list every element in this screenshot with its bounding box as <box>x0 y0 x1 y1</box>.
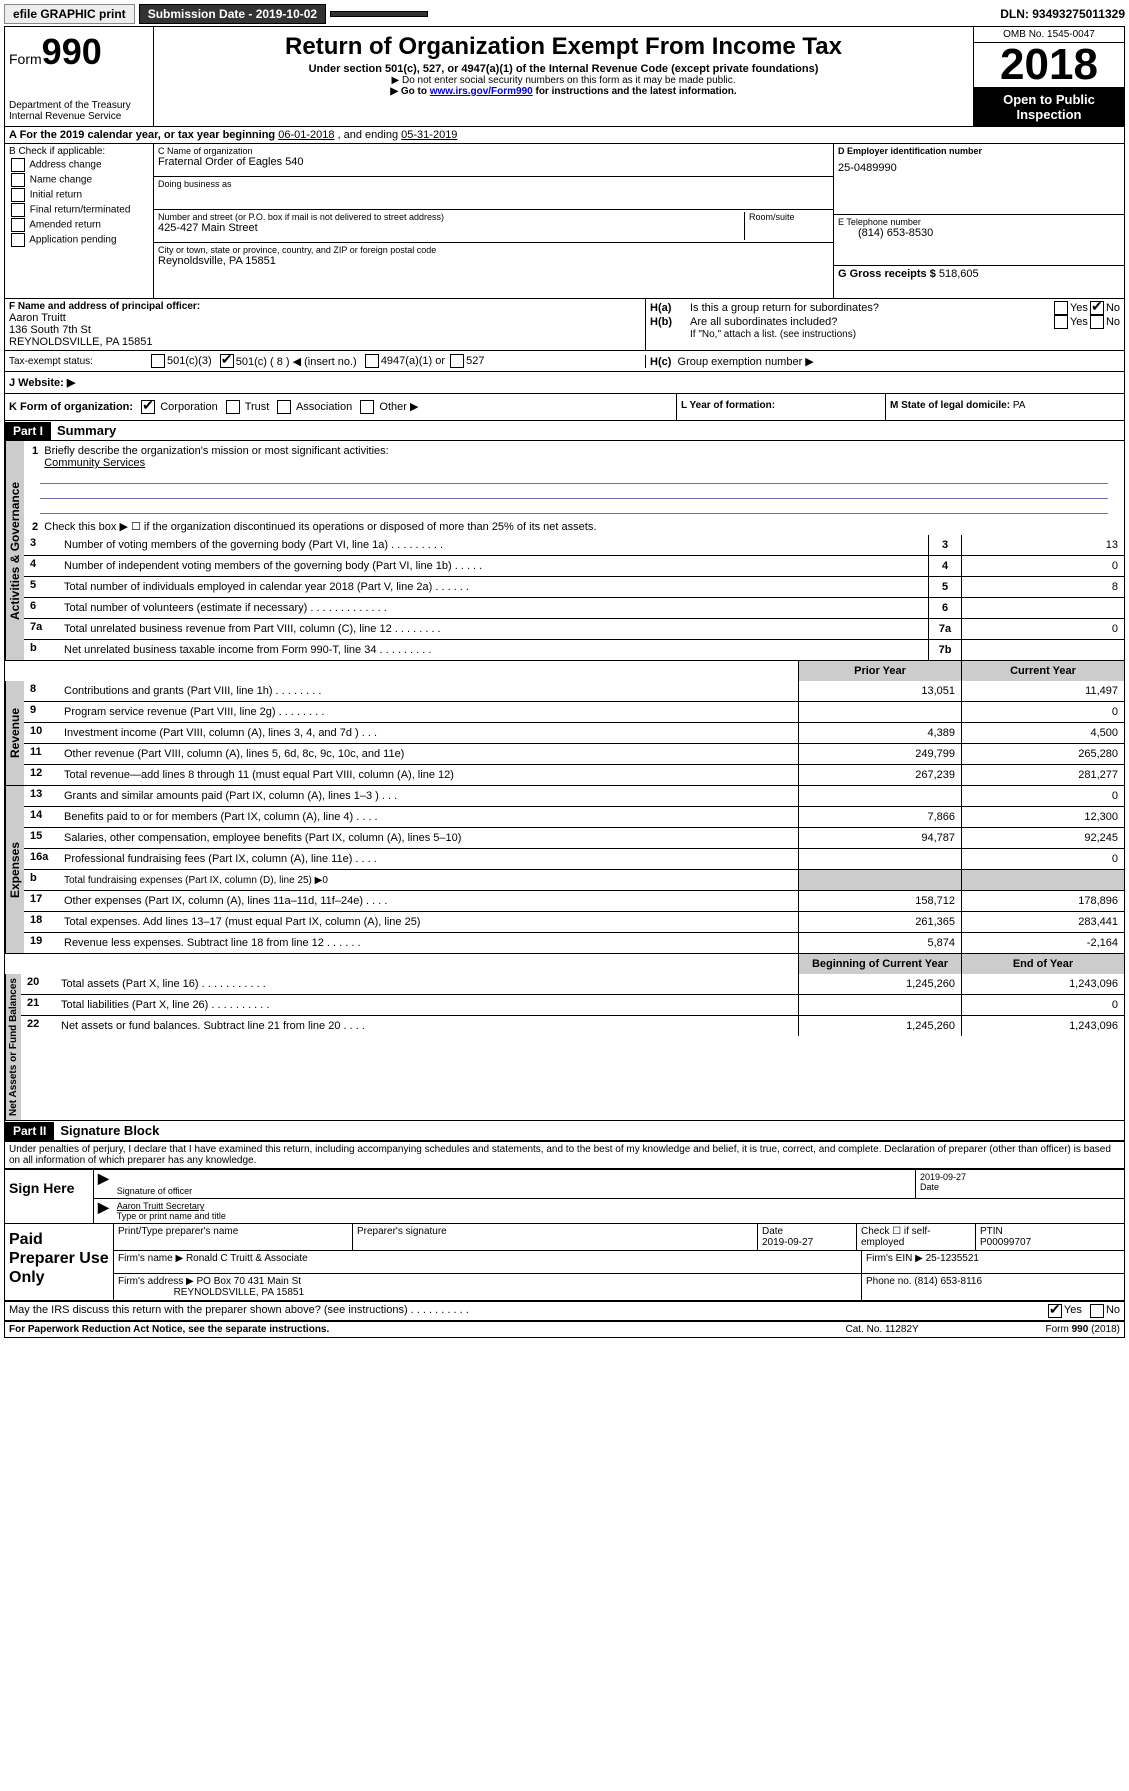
perjury-statement: Under penalties of perjury, I declare th… <box>5 1141 1124 1168</box>
line-7a: 7a Total unrelated business revenue from… <box>24 618 1124 639</box>
officer-print-name: Aaron Truitt Secretary <box>117 1201 1120 1211</box>
section-fh: F Name and address of principal officer:… <box>5 299 1124 351</box>
form-title: Return of Organization Exempt From Incom… <box>158 33 969 61</box>
org-address: 425-427 Main Street <box>158 222 740 234</box>
form-header: Form990 Department of the Treasury Inter… <box>5 27 1124 127</box>
box-f: F Name and address of principal officer:… <box>5 299 646 350</box>
sign-here-section: Sign Here ▶ Signature of officer 2019-09… <box>5 1168 1124 1224</box>
chk-initial-return[interactable]: Initial return <box>9 188 149 202</box>
dln-label: DLN: 93493275011329 <box>1000 7 1125 21</box>
section-bcd: B Check if applicable: Address change Na… <box>5 144 1124 299</box>
form-container: Form990 Department of the Treasury Inter… <box>4 26 1125 1338</box>
line-19: 19 Revenue less expenses. Subtract line … <box>24 932 1124 953</box>
line-21: 21 Total liabilities (Part X, line 26) .… <box>21 994 1124 1015</box>
line-b: b Net unrelated business taxable income … <box>24 639 1124 660</box>
website-row: J Website: ▶ <box>5 372 1124 394</box>
org-city: Reynoldsville, PA 15851 <box>158 255 829 267</box>
firm-phone: (814) 653-8116 <box>914 1276 982 1287</box>
efile-button[interactable]: efile GRAPHIC print <box>4 4 135 24</box>
open-public-badge: Open to Public Inspection <box>974 87 1124 126</box>
line-4: 4 Number of independent voting members o… <box>24 555 1124 576</box>
officer-addr1: 136 South 7th St <box>9 324 641 336</box>
chk-amended[interactable]: Amended return <box>9 218 149 232</box>
line-9: 9 Program service revenue (Part VIII, li… <box>24 701 1124 722</box>
box-d: D Employer identification number 25-0489… <box>834 144 1124 298</box>
ein-value: 25-0489990 <box>838 156 1120 174</box>
row-a-tax-year: A For the 2019 calendar year, or tax yea… <box>5 127 1124 144</box>
line-5: 5 Total number of individuals employed i… <box>24 576 1124 597</box>
chk-address-change[interactable]: Address change <box>9 158 149 172</box>
form-footer-label: Form 990 (2018) <box>1046 1324 1120 1335</box>
org-name: Fraternal Order of Eagles 540 <box>158 156 829 168</box>
part1-header: Part I Summary <box>5 421 1124 441</box>
line-22: 22 Net assets or fund balances. Subtract… <box>21 1015 1124 1036</box>
form-number: Form990 <box>9 31 149 73</box>
irs-link[interactable]: www.irs.gov/Form990 <box>430 86 533 97</box>
footer: For Paperwork Reduction Act Notice, see … <box>5 1322 1124 1337</box>
gross-receipts: 518,605 <box>939 268 979 280</box>
mission-text: Community Services <box>44 457 145 469</box>
line-12: 12 Total revenue—add lines 8 through 11 … <box>24 764 1124 785</box>
sig-date-value: 2019-09-27 <box>920 1172 1120 1182</box>
line-20: 20 Total assets (Part X, line 16) . . . … <box>21 974 1124 994</box>
line-16a: 16a Professional fundraising fees (Part … <box>24 848 1124 869</box>
line-10: 10 Investment income (Part VIII, column … <box>24 722 1124 743</box>
line-6: 6 Total number of volunteers (estimate i… <box>24 597 1124 618</box>
ptin-value: P00099707 <box>980 1237 1031 1248</box>
tax-status-row: Tax-exempt status: 501(c)(3) 501(c) ( 8 … <box>5 351 1124 372</box>
chk-name-change[interactable]: Name change <box>9 173 149 187</box>
part1-revenue: Revenue 8 Contributions and grants (Part… <box>5 681 1124 786</box>
box-h: H(a)Is this a group return for subordina… <box>646 299 1124 350</box>
line-13: 13 Grants and similar amounts paid (Part… <box>24 786 1124 806</box>
chk-final-return[interactable]: Final return/terminated <box>9 203 149 217</box>
box-c: C Name of organization Fraternal Order o… <box>154 144 834 298</box>
line-17: 17 Other expenses (Part IX, column (A), … <box>24 890 1124 911</box>
line-15: 15 Salaries, other compensation, employe… <box>24 827 1124 848</box>
phone-value: (814) 653-8530 <box>838 227 1120 239</box>
firm-ein: 25-1235521 <box>926 1253 979 1264</box>
officer-name: Aaron Truitt <box>9 312 641 324</box>
prep-date: 2019-09-27 <box>762 1237 813 1248</box>
part1-expenses: Expenses 13 Grants and similar amounts p… <box>5 786 1124 954</box>
box-b: B Check if applicable: Address change Na… <box>5 144 154 298</box>
discuss-row: May the IRS discuss this return with the… <box>5 1302 1124 1322</box>
tax-year: 2018 <box>974 43 1124 87</box>
line-11: 11 Other revenue (Part VIII, column (A),… <box>24 743 1124 764</box>
form-subtitle: Under section 501(c), 527, or 4947(a)(1)… <box>158 63 969 75</box>
line-b: b Total fundraising expenses (Part IX, c… <box>24 869 1124 890</box>
line-3: 3 Number of voting members of the govern… <box>24 535 1124 555</box>
ssn-note: ▶ Do not enter social security numbers o… <box>158 75 969 86</box>
part1-governance: Activities & Governance 1 Briefly descri… <box>5 441 1124 661</box>
officer-addr2: REYNOLDSVILLE, PA 15851 <box>9 336 641 348</box>
line-18: 18 Total expenses. Add lines 13–17 (must… <box>24 911 1124 932</box>
line-14: 14 Benefits paid to or for members (Part… <box>24 806 1124 827</box>
part2-header: Part II Signature Block <box>5 1121 1124 1141</box>
chk-app-pending[interactable]: Application pending <box>9 233 149 247</box>
firm-name: Ronald C Truitt & Associate <box>186 1253 308 1264</box>
goto-note: ▶ Go to www.irs.gov/Form990 for instruct… <box>158 86 969 97</box>
dept-label: Department of the Treasury Internal Reve… <box>9 100 149 122</box>
row-k: K Form of organization: Corporation Trus… <box>5 394 1124 421</box>
part1-netassets: Net Assets or Fund Balances 20 Total ass… <box>5 974 1124 1121</box>
submission-date-button[interactable]: Submission Date - 2019-10-02 <box>139 4 326 24</box>
firm-address: PO Box 70 431 Main St <box>197 1276 302 1287</box>
paid-preparer-section: Paid Preparer Use Only Print/Type prepar… <box>5 1224 1124 1302</box>
line-8: 8 Contributions and grants (Part VIII, l… <box>24 681 1124 701</box>
top-toolbar: efile GRAPHIC print Submission Date - 20… <box>4 4 1125 24</box>
